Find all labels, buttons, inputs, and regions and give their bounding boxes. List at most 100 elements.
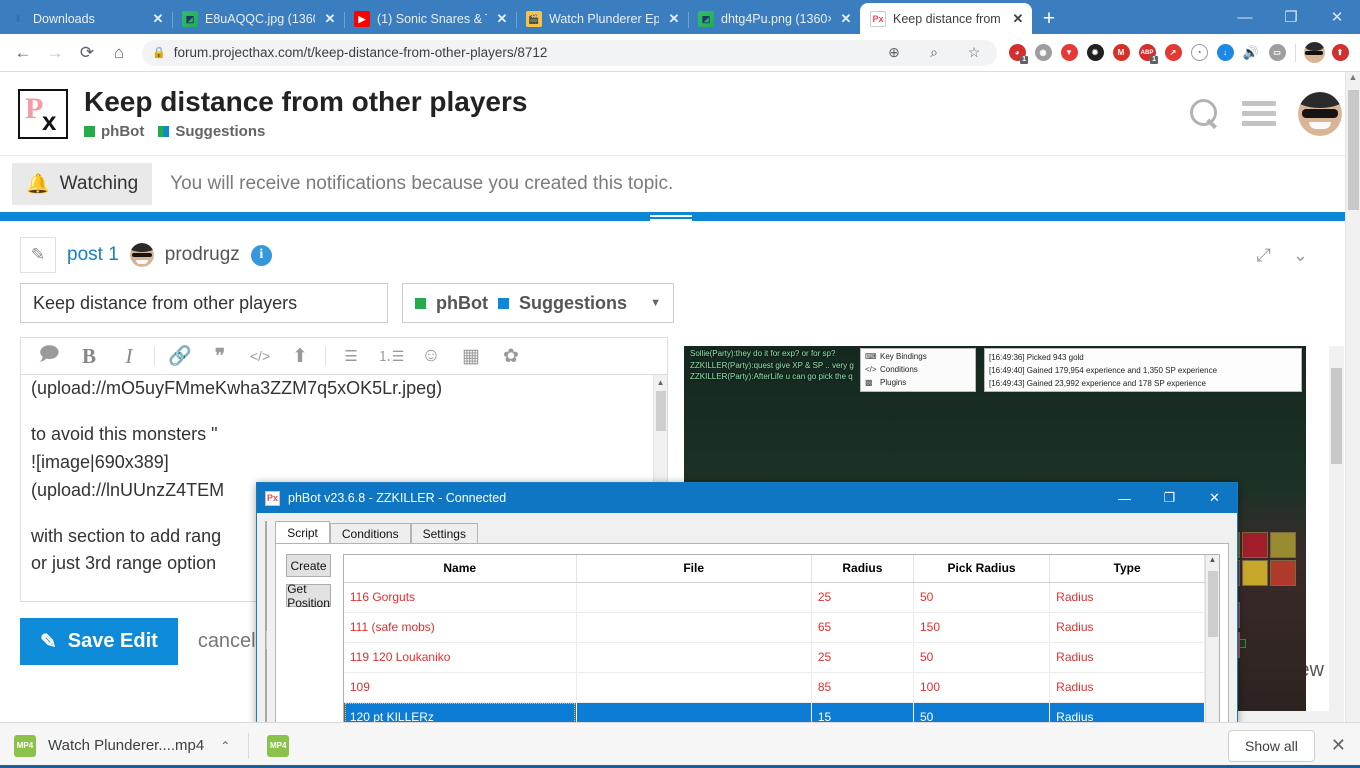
pencil-icon[interactable]: ✎ [20, 237, 56, 273]
tab-close-icon[interactable]: ✕ [324, 11, 336, 26]
sidebar-item-protection[interactable]: ⛊Protection [266, 595, 267, 613]
tab-close-icon[interactable]: ✕ [840, 11, 852, 26]
new-tab-button[interactable]: + [1042, 7, 1056, 30]
link-icon[interactable]: 🔗 [168, 346, 192, 367]
cell-type[interactable]: Radius [1049, 642, 1205, 673]
profile-avatar[interactable] [1302, 40, 1326, 66]
cell-name[interactable]: 119 120 Loukaniko [343, 642, 577, 673]
blockquote-icon[interactable]: ❞ [214, 345, 226, 367]
table-row[interactable]: 119 120 Loukaniko 25 50 Radius [343, 642, 1205, 673]
hamburger-icon[interactable] [1242, 96, 1276, 131]
scrollbar-thumb[interactable] [1348, 90, 1359, 210]
extension-adblock-icon[interactable]: ABP 1 [1135, 40, 1159, 66]
get-position-button[interactable]: Get Position [286, 581, 331, 610]
browser-tab-3[interactable]: 🎬 Watch Plunderer Episo ✕ [516, 4, 689, 34]
category-suggestions[interactable]: Suggestions [158, 123, 265, 140]
cell-file[interactable] [576, 582, 812, 613]
code-icon[interactable]: </> [249, 348, 271, 364]
address-bar[interactable]: 🔒 forum.projecthax.com/t/keep-distance-f… [142, 39, 997, 66]
tab-close-icon[interactable]: ✕ [668, 11, 680, 26]
cell-radius[interactable]: 25 [811, 582, 914, 613]
cell-type[interactable]: Radius [1049, 672, 1205, 703]
cell-radius[interactable]: 85 [811, 672, 914, 703]
post-number[interactable]: post 1 [67, 244, 119, 265]
bookmark-star-icon[interactable]: ☆ [967, 44, 981, 60]
post-username[interactable]: prodrugz [164, 244, 240, 265]
download-item-0[interactable]: MP4 Watch Plunderer....mp4 ⌃ [14, 734, 231, 757]
tab-script[interactable]: Script [275, 521, 330, 544]
bold-icon[interactable]: B [81, 343, 96, 368]
back-icon[interactable]: ← [14, 42, 32, 62]
extension-gmail-icon[interactable]: M [1109, 40, 1133, 66]
extension-downloader-icon[interactable]: ↓ [1213, 40, 1237, 66]
gear-icon[interactable]: ✿ [503, 345, 519, 367]
table-row[interactable]: 109 85 100 Radius [343, 672, 1205, 703]
cell-type[interactable]: Radius [1049, 582, 1205, 613]
sidebar-item-party[interactable]: 👥Party [266, 686, 267, 704]
info-icon[interactable]: i [250, 244, 272, 266]
column-header-name[interactable]: Name [343, 555, 577, 583]
chevron-up-icon[interactable]: ⌃ [220, 738, 231, 753]
extension-film-reel-icon[interactable]: ◉ [1031, 40, 1055, 66]
browser-tab-5-active[interactable]: Px Keep distance from oth ✕ [860, 3, 1032, 34]
tab-close-icon[interactable]: ✕ [496, 11, 508, 26]
quote-bubble-icon[interactable]: 🗩 [38, 344, 60, 365]
maximize-button[interactable]: ❐ [1284, 9, 1298, 26]
minimize-button[interactable]: — [1237, 8, 1253, 26]
sidebar-item-attack[interactable]: 🗡Attack [266, 649, 267, 667]
calendar-icon[interactable]: ▦ [462, 345, 480, 367]
inventory-slot[interactable] [1242, 532, 1268, 558]
emoji-icon[interactable]: ☺ [421, 345, 441, 366]
column-header-type[interactable]: Type [1049, 555, 1205, 583]
column-header-radius[interactable]: Radius [811, 555, 914, 583]
expand-icon[interactable]: ⤢ [1256, 244, 1271, 265]
table-scrollbar[interactable]: ▲ [1205, 555, 1219, 768]
extension-volume-icon[interactable]: 🔊 [1242, 44, 1260, 60]
drag-grip-icon[interactable] [650, 213, 692, 223]
sidebar-item-projecthax[interactable]: ⊠ProjectHax [266, 522, 267, 540]
download-item-1[interactable]: MP4 [267, 734, 290, 757]
chevron-down-icon[interactable]: ⌄ [1292, 244, 1308, 265]
inventory-slot[interactable] [1242, 560, 1268, 586]
scroll-up-icon[interactable]: ▲ [1208, 555, 1217, 564]
create-button[interactable]: Create [286, 554, 331, 577]
extension-opera-extension-icon[interactable]: ◕ 1 [1005, 40, 1029, 66]
home-icon[interactable]: ⌂ [113, 42, 125, 62]
extension-cast-icon[interactable]: ▭ [1265, 40, 1289, 66]
cell-name[interactable]: 111 (safe mobs) [343, 612, 577, 643]
extension-pin-extension-icon[interactable]: ↗ [1161, 40, 1185, 66]
extension-youtube-plus-icon[interactable]: ✹ [1083, 40, 1107, 66]
chrome-menu-icon[interactable]: ⬆ [1328, 40, 1352, 66]
tab-close-icon[interactable]: ✕ [1012, 10, 1024, 26]
cell-name[interactable]: 109 [343, 672, 577, 703]
cell-pick-radius[interactable]: 50 [913, 642, 1051, 673]
sidebar-item-statistics[interactable]: ▦Statistics [266, 540, 267, 558]
phbot-close-button[interactable]: ✕ [1209, 490, 1220, 505]
reload-icon[interactable]: ⟳ [79, 42, 95, 62]
extension-speed-gauge-icon[interactable]: ◔ [1187, 40, 1211, 66]
extension-video-download-icon[interactable]: ▼ [1057, 40, 1081, 66]
column-header-pick-radius[interactable]: Pick Radius [913, 555, 1051, 583]
sidebar-item-auto-configure[interactable]: ⬢Auto Configure [266, 577, 267, 595]
cell-type[interactable]: Radius [1049, 612, 1205, 643]
cell-file[interactable] [576, 612, 812, 643]
cell-radius[interactable]: 25 [811, 642, 914, 673]
numbered-list-icon[interactable]: ⒈☰ [377, 348, 405, 364]
cell-radius[interactable]: 65 [811, 612, 914, 643]
add-circle-icon[interactable]: ⊕ [888, 44, 900, 60]
cell-file[interactable] [576, 672, 812, 703]
cell-name[interactable]: 116 Gorguts [343, 582, 577, 613]
sidebar-item-training-area[interactable]: ◎Training Area [266, 631, 267, 649]
show-all-button[interactable]: Show all [1227, 729, 1315, 762]
tab-settings[interactable]: Settings [410, 523, 478, 544]
search-icon[interactable] [1190, 98, 1220, 129]
topic-title-input[interactable]: Keep distance from other players [20, 283, 388, 323]
projecthax-logo-icon[interactable]: P x [18, 88, 68, 139]
close-icon[interactable]: ✕ [1330, 735, 1346, 755]
watching-chip[interactable]: 🔔 Watching [12, 163, 153, 205]
cell-file[interactable] [576, 642, 812, 673]
sidebar-item-pet[interactable]: 🐕Pet [266, 668, 267, 686]
scrollbar-thumb[interactable] [1331, 368, 1342, 464]
tab-conditions[interactable]: Conditions [329, 523, 411, 544]
save-edit-button[interactable]: ✎ Save Edit [20, 618, 178, 665]
